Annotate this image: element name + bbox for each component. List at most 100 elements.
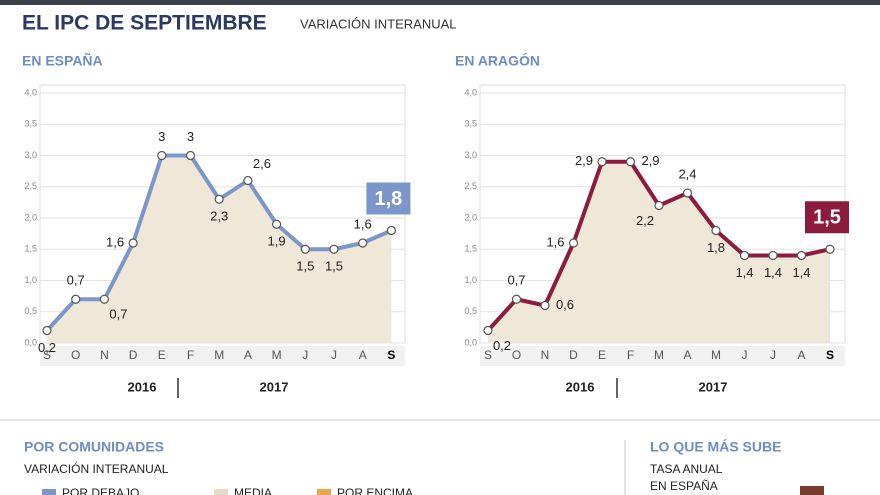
year-label: 2016 <box>128 379 157 394</box>
value-label: 1,8 <box>707 240 725 255</box>
point <box>128 238 138 248</box>
y-tick-label: 4,0 <box>24 87 37 97</box>
x-tick-label: M <box>654 348 664 362</box>
section-subtitle: TASA ANUAL <box>650 462 723 476</box>
value-label: 2,2 <box>636 213 654 228</box>
category-strip <box>480 346 845 366</box>
section-title: LO QUE MÁS SUBE <box>650 439 781 455</box>
point <box>682 188 693 198</box>
x-tick-label: A <box>683 348 691 362</box>
year-label: 2017 <box>699 379 728 394</box>
point <box>358 238 368 248</box>
point <box>300 244 310 254</box>
x-tick-label: D <box>129 348 138 362</box>
x-tick-label: E <box>598 348 606 362</box>
y-tick-label: 3,5 <box>24 119 37 129</box>
x-tick-label: D <box>569 348 578 362</box>
y-tick-label: 2,5 <box>464 181 477 191</box>
point <box>825 244 835 254</box>
point <box>568 238 579 248</box>
year-label: 2016 <box>566 379 595 394</box>
icon <box>800 486 824 495</box>
value-label: 1,5 <box>325 259 343 274</box>
value-label: 1,4 <box>764 265 782 280</box>
point <box>71 294 81 304</box>
value-box <box>805 201 849 234</box>
x-tick-label: M <box>272 348 282 362</box>
x-tick-label: S <box>826 348 834 362</box>
point <box>329 244 339 254</box>
value-label: 0,7 <box>507 273 525 288</box>
chart-title: EN ARAGÓN <box>455 52 540 69</box>
y-tick-label: 3,0 <box>464 150 477 160</box>
point <box>272 219 282 229</box>
value-label: 1,6 <box>354 216 372 231</box>
y-tick-label: 3,0 <box>24 150 37 160</box>
value-label: 1,5 <box>813 207 841 229</box>
point <box>42 325 52 336</box>
point <box>99 294 110 304</box>
x-tick-label: J <box>331 348 337 362</box>
point <box>768 250 778 261</box>
legend-swatch <box>214 489 228 495</box>
value-label: 3 <box>158 129 165 144</box>
value-label: 1,4 <box>792 265 810 280</box>
value-label: 3 <box>187 129 194 144</box>
x-tick-label: O <box>512 348 521 362</box>
value-label: 1,4 <box>735 265 753 280</box>
value-label: 2,3 <box>210 209 228 224</box>
x-tick-label: O <box>71 348 80 362</box>
y-tick-label: 1,5 <box>24 244 37 254</box>
legend-label: POR ENCIMA <box>337 486 413 495</box>
value-label: 1,9 <box>268 234 286 249</box>
x-tick-label: A <box>359 348 367 362</box>
value-label: 2,9 <box>575 153 593 168</box>
y-tick-label: 2,0 <box>24 212 37 222</box>
value-label: 0,7 <box>109 307 127 322</box>
y-tick-label: 0,0 <box>464 337 477 347</box>
x-tick-label: J <box>302 348 308 362</box>
x-tick-label: N <box>100 348 109 362</box>
legend-swatch <box>42 489 56 495</box>
point <box>540 300 550 311</box>
value-label: 1,8 <box>374 188 402 210</box>
value-label: 1,5 <box>296 259 314 274</box>
value-label: 0,2 <box>493 338 511 353</box>
point <box>597 157 607 167</box>
point <box>796 250 807 261</box>
x-tick-label: M <box>214 348 224 362</box>
point <box>243 175 253 186</box>
title: EL IPC DE SEPTIEMBRE <box>22 12 267 35</box>
point <box>157 150 167 161</box>
x-tick-label: J <box>742 348 748 362</box>
x-tick-label: J <box>770 348 776 362</box>
y-tick-label: 2,5 <box>24 181 37 191</box>
y-tick-label: 0,5 <box>24 306 37 316</box>
section-title: POR COMUNIDADES <box>24 439 164 455</box>
value-label: 2,9 <box>641 153 659 168</box>
value-label: 0,6 <box>556 297 574 312</box>
y-tick-label: 1,5 <box>464 244 477 254</box>
value-label: 0,2 <box>38 340 56 355</box>
x-tick-label: S <box>484 348 492 362</box>
value-label: 1,6 <box>106 234 124 249</box>
y-tick-label: 0,0 <box>24 337 37 347</box>
value-label: 2,6 <box>253 156 271 171</box>
year-label: 2017 <box>260 379 289 394</box>
category-strip <box>40 346 405 366</box>
value-box <box>366 182 411 215</box>
value-label: 2,4 <box>678 166 696 181</box>
point <box>511 294 522 304</box>
subtitle: VARIACIÓN INTERANUAL <box>300 16 457 31</box>
y-tick-label: 1,0 <box>24 275 37 285</box>
x-tick-label: A <box>244 348 252 362</box>
y-tick-label: 2,0 <box>464 212 477 222</box>
point <box>185 150 196 161</box>
point <box>654 200 664 211</box>
area-fill <box>47 155 392 343</box>
value-label: 1,6 <box>546 234 564 249</box>
section-subtitle: VARIACIÓN INTERANUAL <box>24 461 169 476</box>
point <box>625 157 636 167</box>
x-tick-label: F <box>187 348 194 362</box>
